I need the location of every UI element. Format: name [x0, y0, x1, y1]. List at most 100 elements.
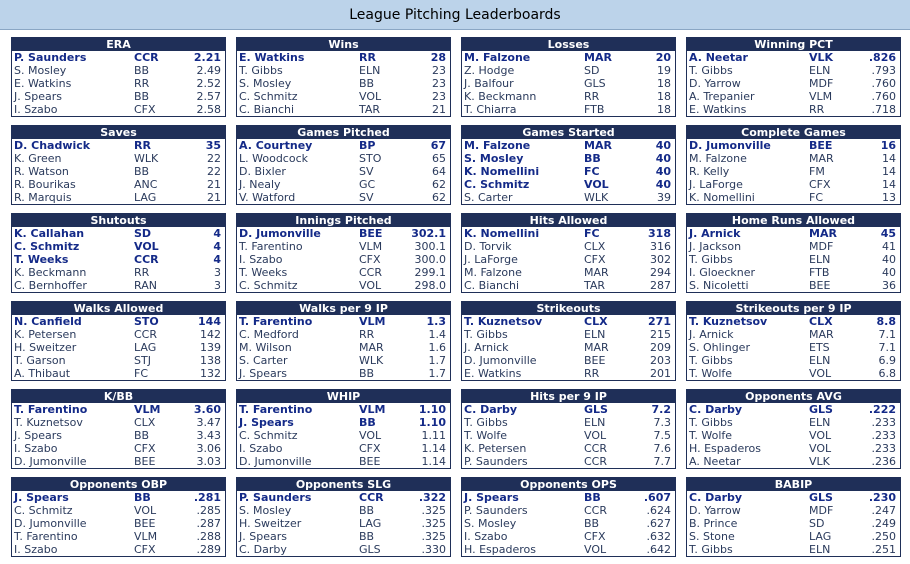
player-name[interactable]: T. Weeks — [14, 253, 69, 266]
player-name[interactable]: T. Kuznetsov — [464, 315, 543, 328]
player-name[interactable]: J. Spears — [239, 530, 287, 543]
player-name[interactable]: J. Spears — [239, 367, 287, 380]
player-name[interactable]: T. Kuznetsov — [14, 416, 83, 429]
player-name[interactable]: S. Carter — [464, 191, 513, 204]
player-name[interactable]: M. Falzone — [464, 139, 531, 152]
player-name[interactable]: B. Prince — [689, 517, 738, 530]
player-name[interactable]: Z. Hodge — [464, 64, 515, 77]
player-name[interactable]: C. Schmitz — [239, 429, 298, 442]
player-name[interactable]: D. Bixler — [239, 165, 286, 178]
player-name[interactable]: C. Darby — [689, 403, 743, 416]
player-name[interactable]: R. Marquis — [14, 191, 72, 204]
player-name[interactable]: K. Petersen — [14, 328, 77, 341]
player-name[interactable]: M. Falzone — [689, 152, 747, 165]
player-name[interactable]: C. Bianchi — [239, 103, 295, 116]
player-name[interactable]: T. Gibbs — [239, 64, 283, 77]
player-name[interactable]: J. Arnick — [464, 341, 509, 354]
player-name[interactable]: J. Arnick — [689, 328, 734, 341]
player-name[interactable]: H. Espaderos — [464, 543, 536, 556]
player-name[interactable]: J. Spears — [14, 429, 62, 442]
player-name[interactable]: P. Saunders — [14, 51, 87, 64]
player-name[interactable]: T. Farentino — [239, 403, 313, 416]
player-name[interactable]: K. Petersen — [464, 442, 527, 455]
player-name[interactable]: E. Watkins — [14, 77, 72, 90]
player-name[interactable]: I. Gloeckner — [689, 266, 755, 279]
player-name[interactable]: C. Darby — [689, 491, 743, 504]
player-name[interactable]: D. Jumonville — [689, 139, 771, 152]
player-name[interactable]: D. Jumonville — [239, 227, 321, 240]
player-name[interactable]: N. Canfield — [14, 315, 82, 328]
player-name[interactable]: J. Spears — [464, 491, 519, 504]
player-name[interactable]: T. Gibbs — [689, 253, 733, 266]
player-name[interactable]: T. Gibbs — [689, 543, 733, 556]
player-name[interactable]: S. Ohlinger — [689, 341, 750, 354]
player-name[interactable]: T. Gibbs — [689, 416, 733, 429]
player-name[interactable]: D. Jumonville — [14, 517, 87, 530]
player-name[interactable]: J. Spears — [239, 416, 294, 429]
player-name[interactable]: T. Gibbs — [689, 354, 733, 367]
player-name[interactable]: A. Trepanier — [689, 90, 755, 103]
player-name[interactable]: R. Kelly — [689, 165, 730, 178]
player-name[interactable]: H. Espaderos — [689, 442, 761, 455]
player-name[interactable]: K. Beckmann — [464, 90, 537, 103]
player-name[interactable]: T. Farentino — [239, 315, 313, 328]
player-name[interactable]: C. Darby — [239, 543, 287, 556]
player-name[interactable]: K. Nomellini — [464, 165, 540, 178]
player-name[interactable]: H. Sweitzer — [239, 517, 302, 530]
player-name[interactable]: H. Sweitzer — [14, 341, 77, 354]
player-name[interactable]: J. LaForge — [464, 253, 518, 266]
player-name[interactable]: C. Schmitz — [239, 279, 298, 292]
player-name[interactable]: S. Mosley — [464, 152, 524, 165]
player-name[interactable]: J. Jackson — [689, 240, 742, 253]
player-name[interactable]: I. Szabo — [464, 530, 508, 543]
player-name[interactable]: E. Watkins — [464, 367, 522, 380]
player-name[interactable]: K. Beckmann — [14, 266, 87, 279]
player-name[interactable]: S. Carter — [239, 354, 288, 367]
player-name[interactable]: D. Yarrow — [689, 504, 741, 517]
player-name[interactable]: A. Courtney — [239, 139, 313, 152]
player-name[interactable]: C. Schmitz — [14, 504, 73, 517]
player-name[interactable]: A. Thibaut — [14, 367, 71, 380]
player-name[interactable]: C. Schmitz — [239, 90, 298, 103]
player-name[interactable]: T. Farentino — [14, 530, 78, 543]
player-name[interactable]: S. Mosley — [239, 504, 292, 517]
player-name[interactable]: S. Mosley — [239, 77, 292, 90]
player-name[interactable]: T. Wolfe — [464, 429, 508, 442]
player-name[interactable]: P. Saunders — [239, 491, 312, 504]
player-name[interactable]: R. Bourikas — [14, 178, 76, 191]
player-name[interactable]: J. LaForge — [689, 178, 743, 191]
player-name[interactable]: I. Szabo — [14, 442, 58, 455]
player-name[interactable]: D. Chadwick — [14, 139, 91, 152]
player-name[interactable]: R. Watson — [14, 165, 69, 178]
player-name[interactable]: J. Spears — [14, 491, 69, 504]
player-name[interactable]: T. Gibbs — [464, 416, 508, 429]
player-name[interactable]: T. Garson — [14, 354, 66, 367]
player-name[interactable]: J. Arnick — [689, 227, 741, 240]
player-name[interactable]: D. Jumonville — [464, 354, 537, 367]
player-name[interactable]: T. Farentino — [239, 240, 303, 253]
player-name[interactable]: J. Spears — [14, 90, 62, 103]
player-name[interactable]: J. Nealy — [239, 178, 281, 191]
player-name[interactable]: V. Watford — [239, 191, 296, 204]
player-name[interactable]: T. Farentino — [14, 403, 88, 416]
player-name[interactable]: L. Woodcock — [239, 152, 308, 165]
player-name[interactable]: C. Bianchi — [464, 279, 520, 292]
player-name[interactable]: I. Szabo — [239, 442, 283, 455]
player-name[interactable]: D. Yarrow — [689, 77, 741, 90]
player-name[interactable]: T. Kuznetsov — [689, 315, 768, 328]
player-name[interactable]: K. Nomellini — [464, 227, 540, 240]
player-name[interactable]: E. Watkins — [239, 51, 305, 64]
player-name[interactable]: K. Green — [14, 152, 62, 165]
player-name[interactable]: D. Jumonville — [14, 455, 87, 468]
player-name[interactable]: I. Szabo — [14, 543, 58, 556]
player-name[interactable]: I. Szabo — [14, 103, 58, 116]
player-name[interactable]: M. Falzone — [464, 266, 522, 279]
player-name[interactable]: J. Balfour — [464, 77, 514, 90]
player-name[interactable]: D. Torvik — [464, 240, 512, 253]
player-name[interactable]: K. Nomellini — [689, 191, 755, 204]
player-name[interactable]: T. Gibbs — [689, 64, 733, 77]
player-name[interactable]: P. Saunders — [464, 455, 528, 468]
player-name[interactable]: C. Medford — [239, 328, 299, 341]
player-name[interactable]: C. Darby — [464, 403, 518, 416]
player-name[interactable]: C. Bernhoffer — [14, 279, 87, 292]
